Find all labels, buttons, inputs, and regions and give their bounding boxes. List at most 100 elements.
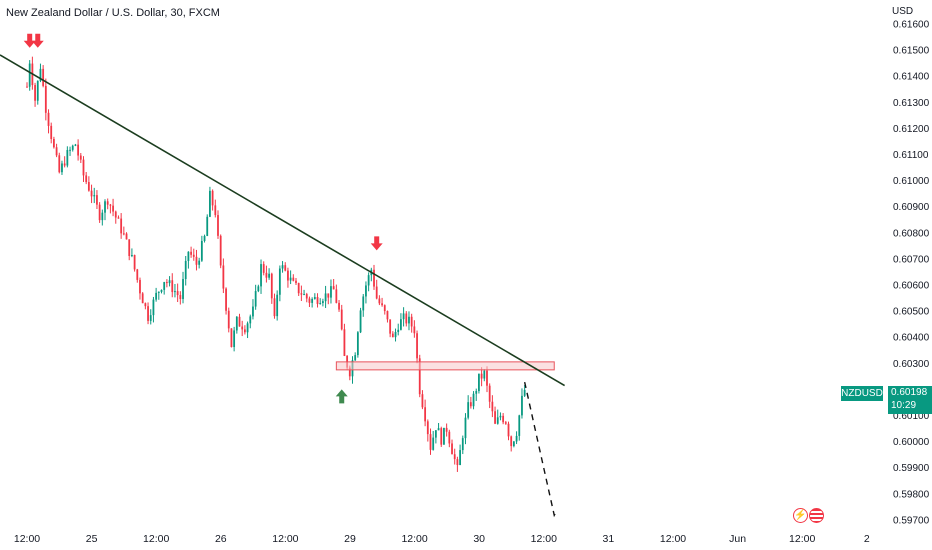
y-tick-label: 0.60600: [893, 281, 930, 292]
candle-body: [343, 329, 346, 356]
candle-body: [327, 293, 330, 298]
candle-body: [136, 269, 139, 280]
candle-body: [440, 428, 443, 445]
candle-body: [104, 201, 106, 213]
candle-body: [391, 333, 394, 338]
candle-body: [330, 286, 332, 298]
candle-body: [502, 415, 505, 423]
candle-body: [303, 294, 305, 296]
candle-body: [61, 163, 63, 173]
y-tick-label: 0.59800: [893, 489, 930, 500]
candle-body: [168, 280, 171, 284]
candle-body: [475, 391, 478, 394]
y-tick-label: 0.60500: [893, 307, 930, 318]
candle-body: [300, 293, 303, 295]
candle-body: [139, 279, 141, 294]
candle-body: [160, 289, 163, 292]
y-tick-label: 0.61400: [893, 72, 930, 83]
candle-body: [36, 80, 39, 101]
candle-body: [504, 422, 507, 424]
price-axis[interactable]: 0.61600 0.61500 0.61400 0.61300 0.61200 0.611…: [893, 20, 930, 527]
x-tick-label: 12:00: [143, 533, 169, 545]
candle-body: [284, 265, 287, 271]
candle-body: [50, 125, 53, 140]
candle-body: [112, 205, 114, 212]
candle-body: [362, 296, 365, 311]
candle-body: [521, 395, 523, 416]
x-tick-label: 12:00: [272, 533, 298, 545]
candle-body: [311, 298, 314, 303]
candle-body: [354, 355, 357, 361]
y-tick-label: 0.60100: [893, 411, 930, 422]
lightning-icon[interactable]: ⚡: [793, 508, 808, 523]
y-tick-label: 0.60000: [893, 437, 930, 448]
candle-body: [335, 289, 338, 303]
candle-body: [192, 254, 195, 257]
candle-body: [63, 163, 66, 166]
candle-body: [243, 329, 246, 333]
candle-body: [405, 313, 408, 324]
candle-body: [432, 437, 435, 450]
candle-body: [480, 373, 483, 379]
candle-body: [378, 298, 381, 304]
time-axis[interactable]: 12:00 25 12:00 26 12:00 29 12:00 30 12:00 31 12:00…: [14, 533, 870, 545]
candle-body: [324, 293, 327, 302]
candle-body: [515, 435, 518, 442]
candle-body: [381, 303, 383, 306]
candle-body: [101, 212, 104, 221]
candle-body: [340, 309, 343, 330]
candle-body: [400, 319, 402, 330]
candle-body: [26, 86, 28, 88]
candle-body: [437, 428, 440, 431]
candle-body: [469, 402, 472, 407]
candle-body: [155, 292, 158, 300]
chart-title: New Zealand Dollar / U.S. Dollar, 30, FX…: [6, 7, 220, 19]
candle-body: [386, 311, 389, 320]
candle-body: [478, 373, 480, 392]
candle-body: [28, 63, 31, 87]
candle-body: [141, 293, 144, 304]
candle-body: [319, 303, 322, 305]
candle-body: [176, 291, 179, 296]
y-tick-label: 0.61600: [893, 20, 930, 31]
y-tick-label: 0.60700: [893, 254, 930, 265]
y-tick-label: 0.59700: [893, 515, 930, 526]
candle-body: [413, 326, 416, 334]
candle-body: [42, 68, 45, 86]
x-tick-label: 26: [215, 533, 227, 545]
candle-body: [512, 441, 515, 447]
candle-body: [163, 282, 166, 290]
arrow-down-icon: [23, 33, 36, 48]
y-tick-label: 0.60800: [893, 228, 930, 239]
candle-body: [262, 264, 265, 273]
candle-body: [39, 68, 42, 81]
candle-body: [456, 459, 459, 466]
chart-drawings: [0, 33, 566, 518]
candle-body: [117, 217, 120, 219]
y-tick-label: 0.61500: [893, 46, 930, 57]
candle-body: [268, 273, 270, 278]
y-tick-label: 0.61100: [893, 150, 929, 161]
candlestick-series: [26, 56, 526, 472]
candle-body: [131, 255, 133, 257]
candle-body: [85, 175, 88, 183]
candle-body: [429, 434, 432, 450]
candle-body: [359, 310, 362, 333]
candle-body: [187, 251, 190, 261]
x-tick-label: 12:00: [401, 533, 427, 545]
candle-body: [496, 417, 499, 424]
candle-body: [190, 251, 192, 255]
bar-countdown: 10:29: [891, 400, 917, 411]
candle-body: [273, 298, 276, 317]
candle-body: [424, 407, 427, 422]
candle-body: [66, 149, 69, 166]
candle-body: [200, 240, 203, 261]
candle-body: [402, 313, 405, 320]
us-flag-icon[interactable]: [809, 508, 824, 523]
candle-body: [249, 316, 252, 324]
candle-body: [472, 393, 475, 407]
x-tick-label: Jun: [729, 533, 746, 545]
currency-label: USD: [892, 6, 914, 17]
candle-body: [367, 275, 370, 286]
